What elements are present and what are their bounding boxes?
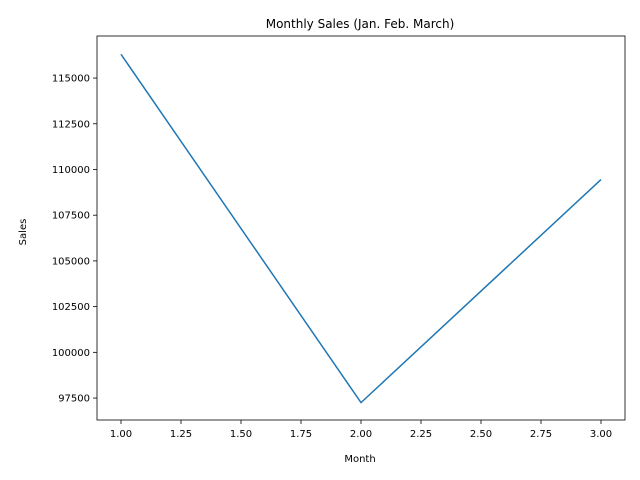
- y-tick-label: 97500: [58, 394, 90, 405]
- y-tick-label: 107500: [52, 211, 90, 222]
- y-tick-label: 105000: [52, 256, 90, 267]
- x-tick-label: 2.75: [530, 429, 552, 440]
- x-tick-label: 2.50: [470, 429, 492, 440]
- x-tick-label: 3.00: [590, 429, 612, 440]
- x-tick-label: 1.75: [290, 429, 312, 440]
- chart-title: Monthly Sales (Jan. Feb. March): [266, 17, 455, 31]
- x-tick-label: 2.25: [410, 429, 432, 440]
- y-tick-label: 102500: [52, 302, 90, 313]
- x-tick-label: 2.00: [350, 429, 372, 440]
- series-line: [120, 53, 602, 404]
- y-tick-label: 110000: [52, 165, 90, 176]
- x-tick-label: 1.25: [170, 429, 192, 440]
- y-tick-label: 112500: [52, 119, 90, 130]
- y-tick-label: 115000: [52, 74, 90, 85]
- plot-area: 1.00 1.25 1.50 1.75 2.00 2.25 2.50 2.75 3.00 9750…: [52, 35, 626, 440]
- y-axis-label: Sales: [18, 219, 29, 246]
- y-tick-label: 100000: [52, 348, 90, 359]
- x-tick-label: 1.00: [110, 429, 132, 440]
- x-axis-label: Month: [344, 454, 375, 465]
- x-tick-label: 1.50: [230, 429, 252, 440]
